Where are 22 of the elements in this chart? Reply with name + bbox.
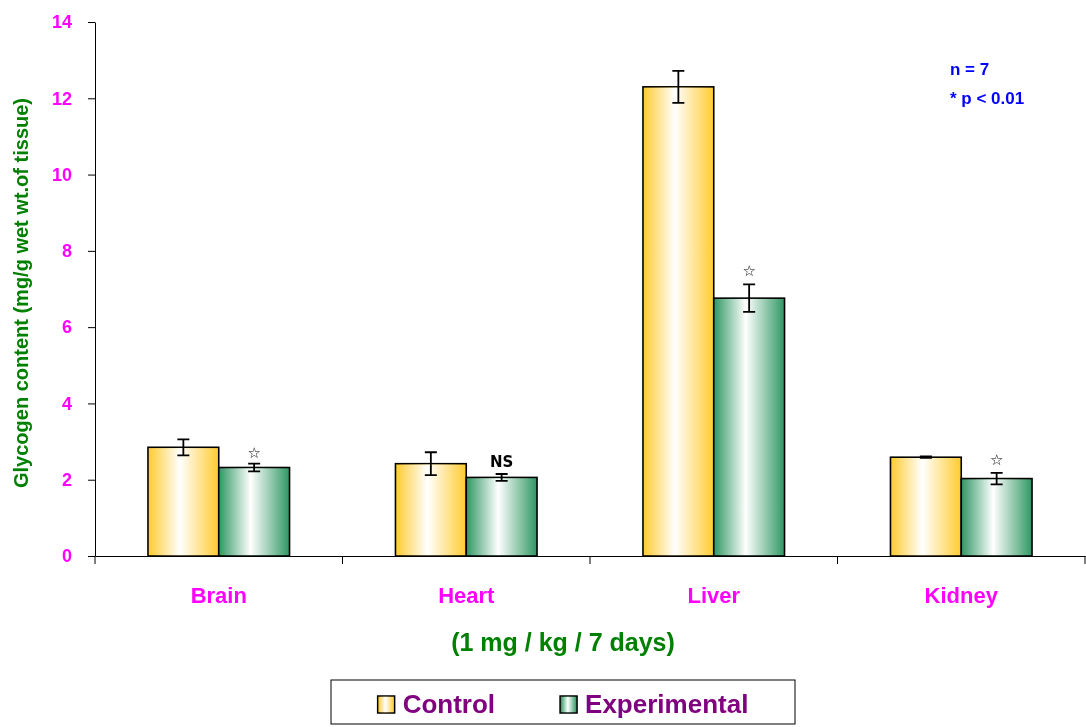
- legend-label: Control: [402, 689, 496, 719]
- annotation: ☆: [742, 261, 756, 280]
- y-tick-label: 2: [61, 469, 72, 490]
- y-tick-label: 0: [61, 546, 72, 567]
- annotation: ☆: [247, 444, 261, 463]
- y-tick-label: 8: [61, 241, 72, 262]
- y-axis-title: Glycogen content (mg/g wet wt.of tissue): [10, 97, 32, 489]
- x-tick-label: Brain: [190, 582, 247, 608]
- x-tick-label: Kidney: [924, 582, 999, 608]
- annotation: * p < 0.01: [950, 89, 1025, 108]
- annotation: n = 7: [950, 60, 990, 79]
- x-tick-label: Liver: [687, 582, 741, 608]
- legend-label: Experimental: [585, 689, 749, 719]
- y-tick-label: 4: [61, 393, 72, 414]
- y-tick-label: 10: [51, 164, 72, 185]
- annotation: NS: [489, 452, 514, 471]
- y-tick-label: 12: [51, 88, 72, 109]
- y-tick-label: 14: [51, 12, 72, 33]
- x-axis-title: (1 mg / kg / 7 days): [451, 628, 675, 656]
- annotation: ☆: [989, 450, 1004, 469]
- x-tick-label: Heart: [438, 582, 496, 608]
- y-tick-label: 6: [61, 317, 72, 338]
